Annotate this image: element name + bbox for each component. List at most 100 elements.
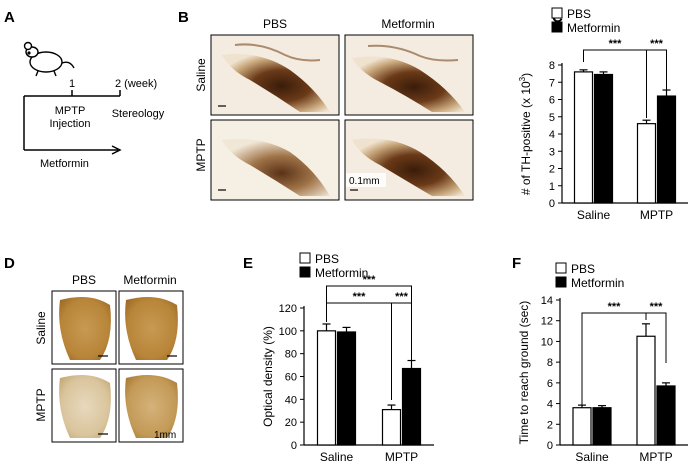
legend-label-metformin: Metformin <box>567 21 620 35</box>
panel-d: D PBS Metformin Saline MPTP 1mm <box>4 255 184 443</box>
legend-swatch-metformin <box>551 21 563 33</box>
y-axis-label: Optical density (%) <box>261 326 275 427</box>
micrograph-th-mptp-metformin <box>344 119 474 201</box>
y-axis-label-text: Time to reach ground (sec) <box>517 301 531 445</box>
legend-label-pbs: PBS <box>315 252 339 266</box>
y-tick-label: 7 <box>549 77 555 89</box>
y-axis-label: # of TH-positive (x 103) <box>518 73 533 195</box>
legend-label-pbs: PBS <box>571 262 595 276</box>
legend-swatch-metformin <box>555 276 567 288</box>
significance-stars: *** <box>650 301 664 313</box>
panel-d-col-pbs: PBS <box>72 273 96 287</box>
micrograph-th-mptp-pbs <box>210 119 340 201</box>
y-tick-label: 80 <box>285 349 297 361</box>
y-tick-label: 0 <box>291 440 297 452</box>
panel-b-label: B <box>178 9 189 26</box>
significance-stars: *** <box>363 274 377 286</box>
panel-d-col-metformin: Metformin <box>123 273 176 287</box>
panel-d-scale-bar: 1mm <box>154 430 176 441</box>
y-tick-label: 6 <box>547 378 553 390</box>
y-tick-label: 1 <box>549 181 555 193</box>
bar-saline-pbs <box>572 407 592 446</box>
significance-bracket <box>645 312 667 363</box>
bar-mptp-metformin <box>401 367 422 446</box>
y-tick-label: 4 <box>549 129 555 141</box>
significance-bracket <box>326 302 392 345</box>
y-tick-label: 5 <box>549 112 555 124</box>
y-tick-label: 0 <box>547 440 553 452</box>
significance-stars: *** <box>395 291 409 303</box>
y-tick-label: 10 <box>541 336 553 348</box>
timeline-stereology: Stereology <box>112 108 165 120</box>
bar-saline-metformin <box>593 73 614 204</box>
y-tick-label: 3 <box>549 146 555 158</box>
panel-a-label: A <box>4 9 15 26</box>
y-tick-label: 60 <box>285 372 297 384</box>
panel-d-row-saline: Saline <box>34 311 48 345</box>
panel-b-col-metformin: Metformin <box>381 17 434 31</box>
panel-b-col-pbs: PBS <box>263 17 287 31</box>
y-tick-label: 2 <box>549 164 555 176</box>
bar-saline-pbs <box>573 71 594 204</box>
bar-mptp-metformin <box>656 385 676 446</box>
bar-mptp-pbs <box>636 335 656 446</box>
legend-label-pbs: PBS <box>567 7 591 21</box>
timeline-metformin: Metformin <box>40 158 89 170</box>
y-tick-label: 14 <box>541 295 553 307</box>
panel-d-row-mptp: MPTP <box>34 388 48 421</box>
y-tick-label: 0 <box>549 198 555 210</box>
legend-swatch-pbs <box>551 7 563 19</box>
micrograph-striatum-mptp-metformin <box>118 368 184 443</box>
mouse-icon <box>23 41 75 77</box>
y-tick-label: 12 <box>541 316 553 328</box>
panel-d-label: D <box>4 255 15 272</box>
y-tick-label: 4 <box>547 399 553 411</box>
y-tick-label: 40 <box>285 394 297 406</box>
y-tick-label: 100 <box>279 326 297 338</box>
bar-mptp-pbs <box>381 409 402 446</box>
bar-mptp-pbs <box>636 123 657 204</box>
x-tick-label-saline: Saline <box>577 208 611 222</box>
x-tick-label-mptp: MPTP <box>385 450 418 464</box>
legend-label-metformin: Metformin <box>571 276 624 290</box>
panel-a: A 1 2 (week) MPTP Injection Stereology M… <box>4 9 165 170</box>
timeline-diagram <box>23 90 122 155</box>
y-axis-label-text: Optical density (%) <box>261 326 275 427</box>
significance-stars: *** <box>608 301 622 313</box>
timeline-tick-1: 1 <box>69 78 75 90</box>
bar-saline-metformin <box>592 407 612 446</box>
panel-e-label: E <box>243 255 253 272</box>
timeline-injection: Injection <box>50 118 91 130</box>
y-tick-label: 8 <box>547 357 553 369</box>
micrograph-th-saline-pbs <box>210 34 340 116</box>
timeline-tick-2: 2 (week) <box>115 78 157 90</box>
bar-mptp-metformin <box>656 95 677 204</box>
significance-bracket <box>646 49 667 118</box>
y-tick-label: 6 <box>549 95 555 107</box>
panel-b-row-saline: Saline <box>194 58 208 92</box>
micrograph-striatum-mptp-pbs <box>51 368 117 443</box>
legend-swatch-pbs <box>555 262 567 274</box>
legend-swatch-metformin <box>299 266 311 278</box>
x-tick-label-saline: Saline <box>320 450 354 464</box>
legend-swatch-pbs <box>299 252 311 264</box>
bar-saline-pbs <box>316 330 337 446</box>
x-tick-label-saline: Saline <box>575 450 609 464</box>
panel-b: B PBS Metformin Saline MPTP 0.1mm <box>178 9 474 201</box>
y-tick-label: 8 <box>549 60 555 72</box>
x-tick-label-mptp: MPTP <box>639 450 672 464</box>
x-tick-label-mptp: MPTP <box>640 208 673 222</box>
chart-c: CPBSMetformin012345678# of TH-positive (… <box>518 7 688 222</box>
y-tick-label: 120 <box>279 303 297 315</box>
panel-b-scale-bar: 0.1mm <box>349 176 380 187</box>
significance-bracket <box>391 302 412 400</box>
micrograph-striatum-saline-pbs <box>51 290 117 365</box>
y-axis-label: Time to reach ground (sec) <box>517 301 531 445</box>
bar-saline-metformin <box>336 331 357 446</box>
micrograph-th-saline-metformin <box>344 34 474 116</box>
y-axis-label-text: # of TH-positive (x 10 <box>519 81 533 195</box>
legend-label-metformin: Metformin <box>315 266 368 280</box>
